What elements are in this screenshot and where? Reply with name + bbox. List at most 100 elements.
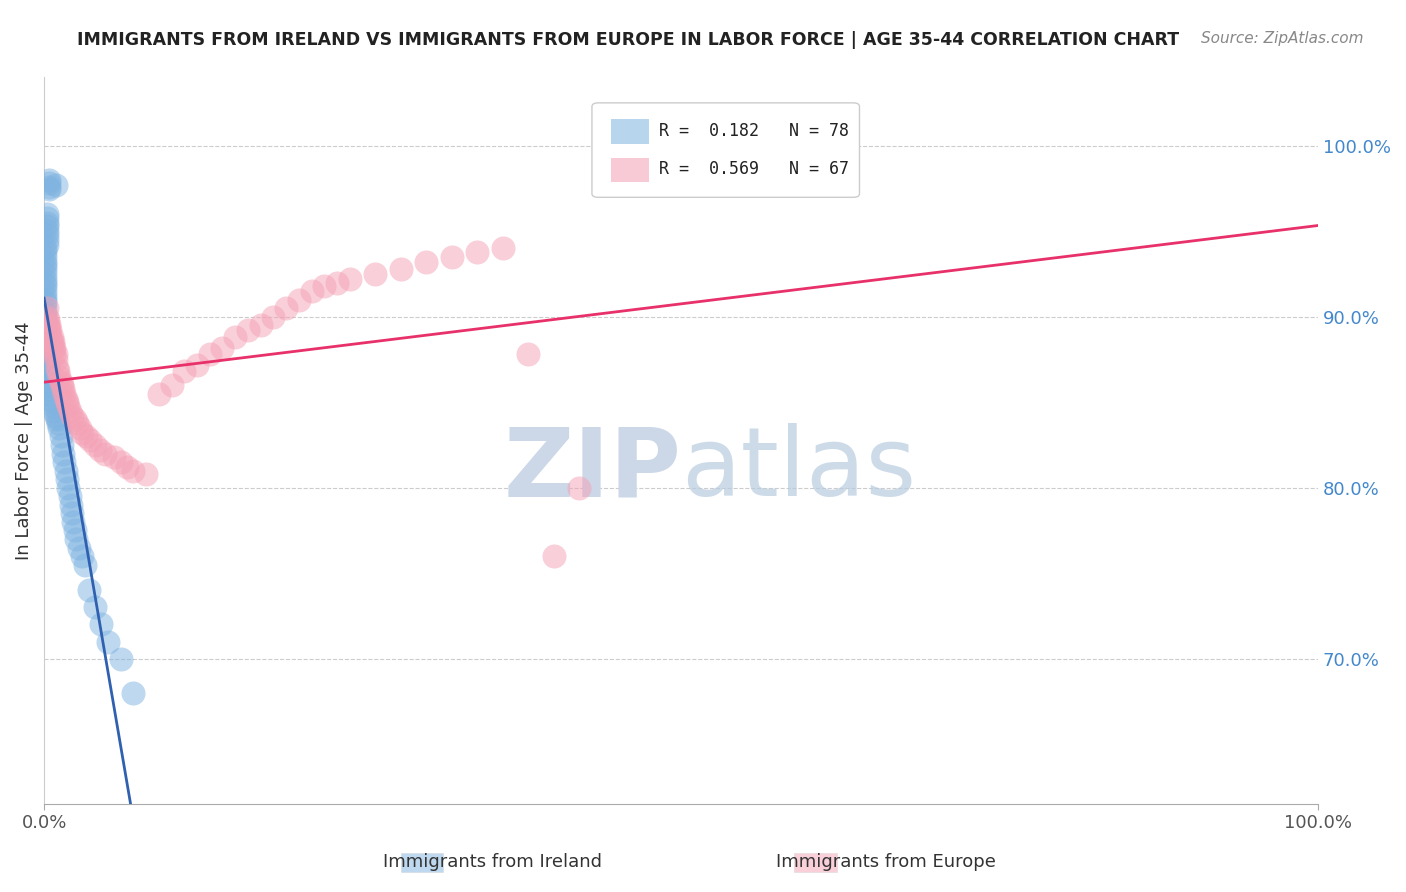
Point — [122, 686, 145, 700]
Point — [517, 347, 540, 361]
Point — [42, 341, 65, 355]
Point — [148, 386, 170, 401]
Point — [35, 219, 58, 234]
FancyBboxPatch shape — [401, 853, 443, 872]
Point — [94, 446, 117, 460]
Point — [110, 651, 132, 665]
Text: R =  0.569   N = 67: R = 0.569 N = 67 — [659, 161, 849, 178]
Point — [37, 361, 59, 376]
Point — [110, 455, 132, 469]
Point — [90, 617, 112, 632]
Text: IMMIGRANTS FROM IRELAND VS IMMIGRANTS FROM EUROPE IN LABOR FORCE | AGE 35-44 COR: IMMIGRANTS FROM IRELAND VS IMMIGRANTS FR… — [77, 31, 1180, 49]
Point — [72, 549, 94, 563]
Point — [115, 460, 138, 475]
Point — [34, 313, 56, 327]
Point — [32, 330, 55, 344]
Point — [79, 433, 101, 447]
Text: R =  0.182   N = 78: R = 0.182 N = 78 — [659, 122, 849, 140]
Y-axis label: In Labor Force | Age 35-44: In Labor Force | Age 35-44 — [15, 321, 32, 560]
Point — [34, 244, 56, 259]
Point — [66, 416, 89, 430]
Point — [44, 404, 66, 418]
Point — [72, 425, 94, 440]
Point — [35, 211, 58, 225]
Point — [49, 429, 72, 443]
Point — [35, 233, 58, 247]
Point — [60, 409, 83, 423]
Point — [135, 467, 157, 481]
Point — [34, 261, 56, 276]
Point — [32, 352, 55, 367]
Point — [35, 301, 58, 316]
Point — [51, 438, 73, 452]
Point — [276, 301, 298, 316]
Point — [186, 358, 208, 372]
Point — [301, 284, 323, 298]
Point — [65, 532, 87, 546]
Point — [53, 386, 76, 401]
Point — [224, 330, 246, 344]
Point — [38, 181, 60, 195]
Point — [84, 438, 107, 452]
Point — [314, 279, 336, 293]
Point — [198, 347, 221, 361]
Point — [55, 464, 77, 478]
Point — [34, 293, 56, 307]
Point — [288, 293, 311, 307]
Point — [63, 524, 86, 538]
Point — [49, 375, 72, 389]
Point — [465, 244, 488, 259]
Point — [42, 335, 65, 350]
Point — [34, 296, 56, 310]
Point — [63, 412, 86, 426]
Point — [35, 238, 58, 252]
Point — [34, 284, 56, 298]
Point — [249, 318, 271, 333]
Point — [32, 318, 55, 333]
Point — [34, 272, 56, 286]
Point — [32, 335, 55, 350]
Point — [37, 313, 59, 327]
Point — [236, 323, 259, 337]
Point — [34, 289, 56, 303]
Point — [45, 361, 67, 376]
Point — [492, 241, 515, 255]
Point — [37, 318, 59, 333]
Point — [46, 416, 69, 430]
Point — [160, 378, 183, 392]
Point — [32, 341, 55, 355]
Point — [56, 472, 79, 486]
Point — [37, 378, 59, 392]
Point — [58, 399, 80, 413]
Point — [75, 429, 97, 443]
Point — [73, 558, 96, 572]
Point — [262, 310, 284, 324]
Text: atlas: atlas — [681, 424, 917, 516]
Point — [34, 301, 56, 316]
Point — [37, 369, 59, 384]
Point — [41, 330, 63, 344]
Point — [44, 341, 66, 355]
Point — [173, 364, 195, 378]
Point — [41, 395, 63, 409]
Point — [34, 255, 56, 269]
Point — [42, 399, 65, 413]
Point — [58, 404, 80, 418]
Point — [84, 600, 107, 615]
Point — [37, 364, 59, 378]
FancyBboxPatch shape — [794, 853, 837, 872]
Point — [35, 216, 58, 230]
Text: Immigrants from Europe: Immigrants from Europe — [776, 853, 995, 871]
Point — [39, 323, 62, 337]
Point — [52, 382, 75, 396]
Point — [38, 173, 60, 187]
Point — [56, 395, 79, 409]
Point — [34, 250, 56, 264]
Point — [67, 541, 90, 555]
Point — [37, 375, 59, 389]
Point — [122, 464, 145, 478]
FancyBboxPatch shape — [592, 103, 859, 197]
Point — [45, 352, 67, 367]
Point — [89, 443, 111, 458]
Point — [339, 272, 361, 286]
